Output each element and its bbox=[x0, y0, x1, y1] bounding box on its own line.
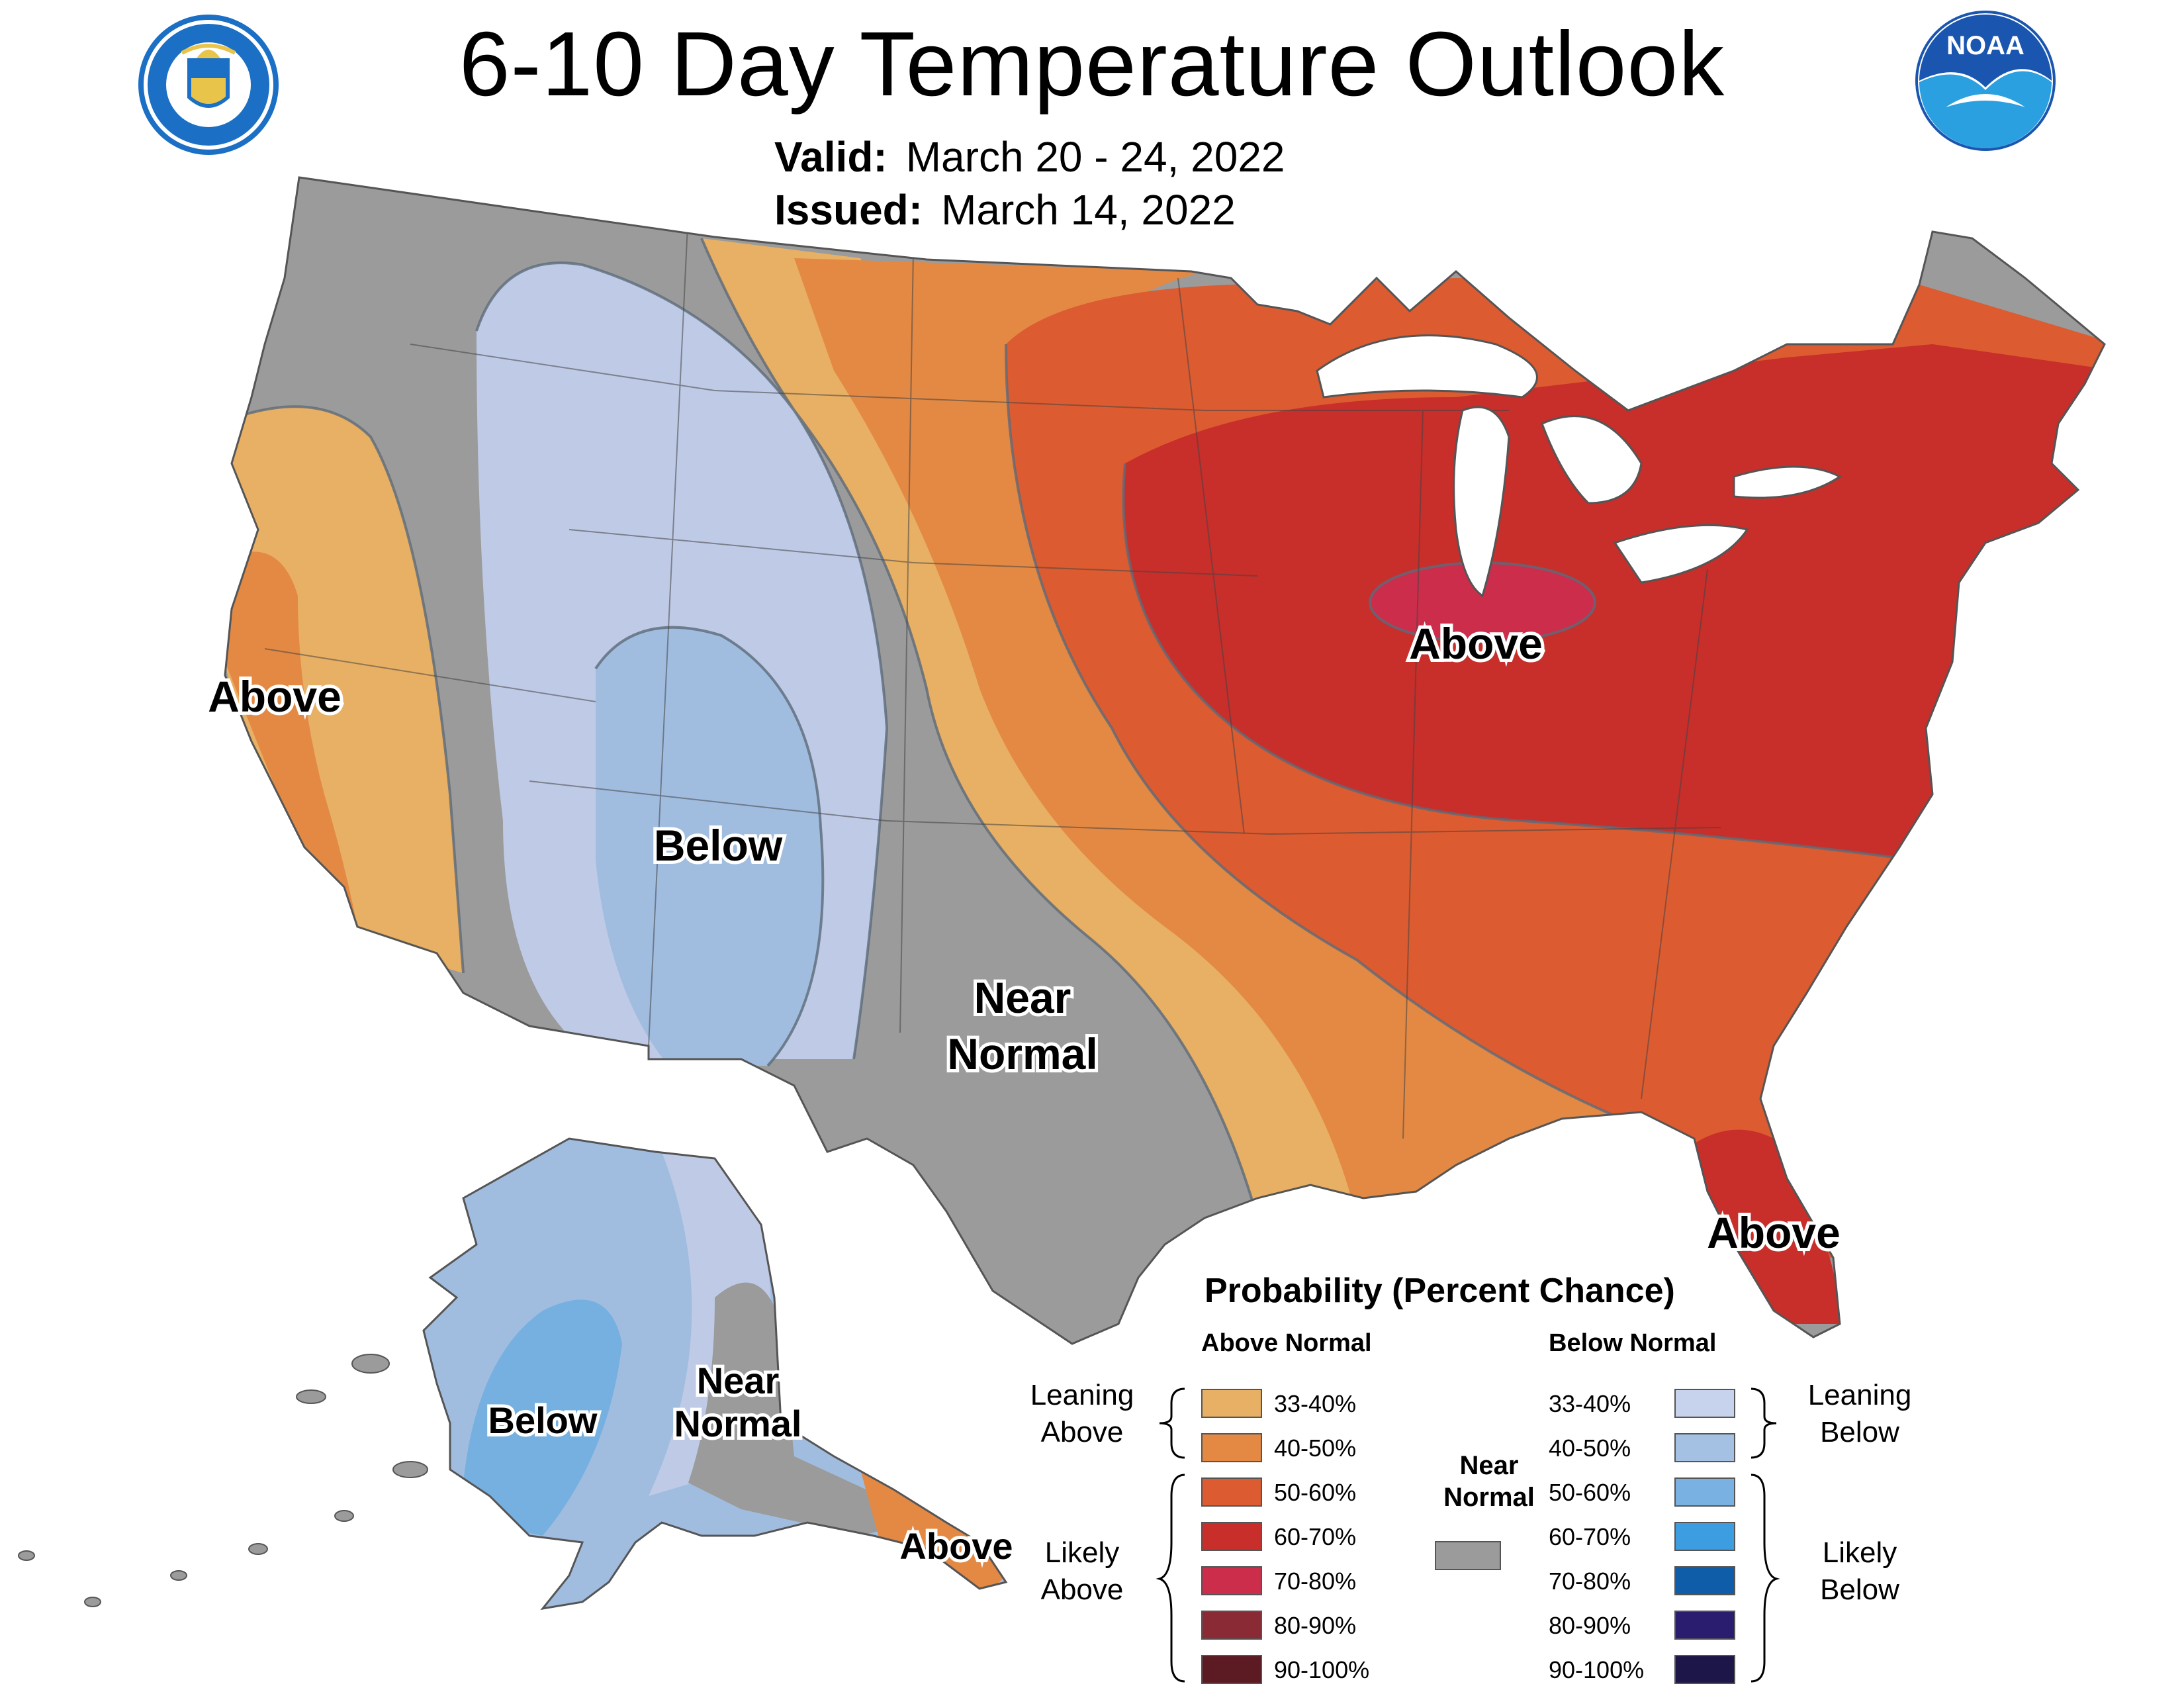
legend-title: Probability (Percent Chance) bbox=[1205, 1272, 1675, 1310]
legend-likely-below: Likely Below bbox=[1820, 1536, 1899, 1606]
legend-below-label: 80-90% bbox=[1549, 1612, 1631, 1639]
legend-above-label: 70-80% bbox=[1274, 1568, 1357, 1595]
map-label-alaska-below: Below bbox=[488, 1399, 598, 1441]
map-label-near-normal-2: Normal bbox=[947, 1029, 1097, 1078]
legend-above-label: 40-50% bbox=[1274, 1434, 1357, 1462]
legend-below-label: 33-40% bbox=[1549, 1390, 1631, 1417]
legend-above-label: 90-100% bbox=[1274, 1656, 1370, 1683]
legend-below-label: 60-70% bbox=[1549, 1523, 1631, 1550]
valid-date: March 20 - 24, 2022 bbox=[905, 133, 1285, 181]
map-label-below-west: Below bbox=[654, 821, 783, 870]
legend-above-swatch bbox=[1201, 1522, 1262, 1551]
legend-below-swatch bbox=[1674, 1433, 1735, 1462]
legend-near-normal-label: Near Normal bbox=[1443, 1451, 1535, 1512]
svg-text:NOAA: NOAA bbox=[1946, 31, 2025, 60]
legend-below-label: 90-100% bbox=[1549, 1656, 1645, 1683]
legend-near-normal-swatch bbox=[1435, 1541, 1501, 1570]
legend-above-swatch bbox=[1201, 1477, 1262, 1507]
issued-date: March 14, 2022 bbox=[941, 186, 1236, 234]
issued-line: Issued: March 14, 2022 bbox=[774, 185, 1236, 234]
legend-above-swatch bbox=[1201, 1389, 1262, 1418]
legend-below-label: 40-50% bbox=[1549, 1434, 1631, 1462]
commerce-seal-logo bbox=[138, 15, 279, 155]
legend-above-swatch bbox=[1201, 1611, 1262, 1640]
legend-above-label: 80-90% bbox=[1274, 1612, 1357, 1639]
map-label-near-normal-1: Near bbox=[974, 973, 1071, 1022]
legend-below-heading: Below Normal bbox=[1549, 1329, 1717, 1357]
map-label-alaska-near-1: Near bbox=[697, 1360, 780, 1401]
great-lakes bbox=[1316, 334, 1842, 598]
legend-above-swatch bbox=[1201, 1566, 1262, 1595]
map-label-above-florida: Above bbox=[1707, 1208, 1841, 1257]
issued-label: Issued: bbox=[774, 186, 923, 234]
map-label-above-west: Above bbox=[208, 672, 341, 721]
legend-below-swatch bbox=[1674, 1522, 1735, 1551]
noaa-logo: NOAA bbox=[1915, 11, 2056, 151]
valid-line: Valid: March 20 - 24, 2022 bbox=[774, 132, 1285, 181]
legend-leaning-below: Leaning Below bbox=[1807, 1379, 1912, 1448]
page-title: 6-10 Day Temperature Outlook bbox=[459, 13, 1725, 115]
legend-below-swatch bbox=[1674, 1477, 1735, 1507]
map-label-above-east: Above bbox=[1409, 619, 1543, 668]
legend-below-label: 50-60% bbox=[1549, 1479, 1631, 1506]
legend-below-swatch bbox=[1674, 1655, 1735, 1684]
legend-above-heading: Above Normal bbox=[1201, 1329, 1372, 1357]
legend-below-swatch bbox=[1674, 1566, 1735, 1595]
legend-leaning-above: Leaning Above bbox=[1030, 1379, 1134, 1448]
legend-above-swatch bbox=[1201, 1655, 1262, 1684]
aleutian-islands bbox=[18, 1354, 428, 1607]
legend-above-label: 50-60% bbox=[1274, 1479, 1357, 1506]
legend-above-label: 33-40% bbox=[1274, 1390, 1357, 1417]
legend-above-swatch bbox=[1201, 1433, 1262, 1462]
legend-likely-above: Likely Above bbox=[1040, 1536, 1124, 1606]
valid-label: Valid: bbox=[774, 133, 887, 181]
legend-below-label: 70-80% bbox=[1549, 1568, 1631, 1595]
map-label-alaska-near-2: Normal bbox=[674, 1403, 802, 1444]
legend-below-swatch bbox=[1674, 1611, 1735, 1640]
legend-below-swatch bbox=[1674, 1389, 1735, 1418]
map-label-alaska-above: Above bbox=[899, 1525, 1013, 1567]
legend-above-label: 60-70% bbox=[1274, 1523, 1357, 1550]
